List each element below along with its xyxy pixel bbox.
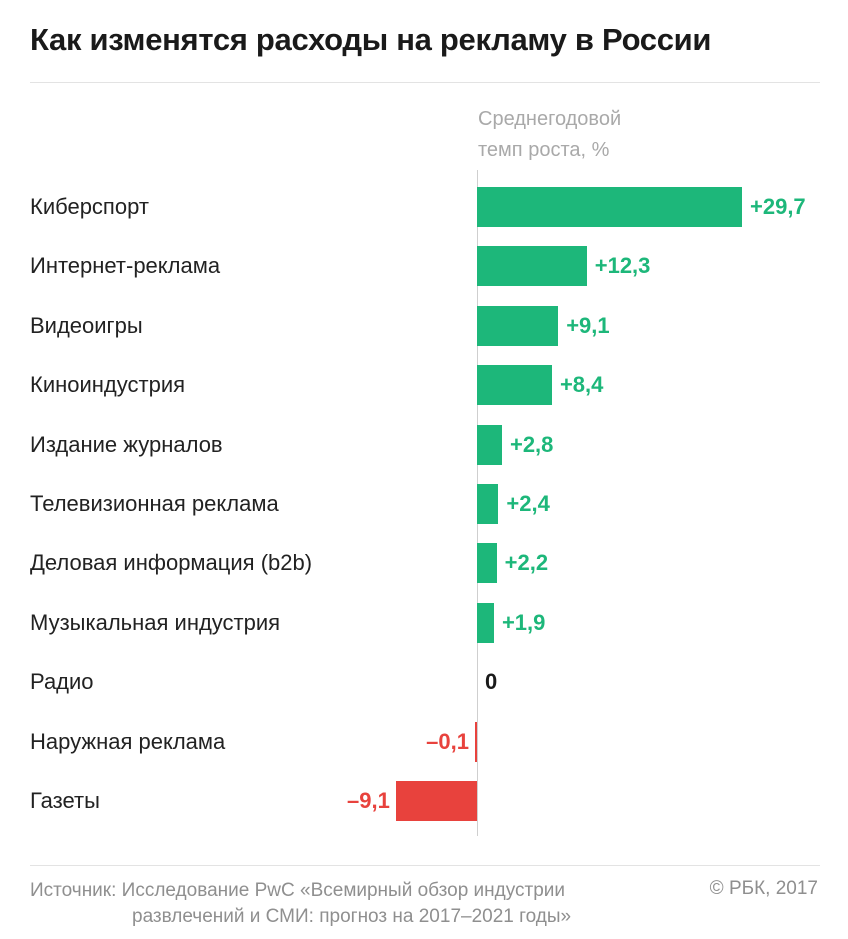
divider [30,865,820,866]
category-label: Деловая информация (b2b) [30,550,313,576]
category-label: Телевизионная реклама [30,491,279,516]
data-label: –0,1 [426,728,469,754]
bar [477,365,552,406]
data-label: +29,7 [750,194,806,219]
bar [475,721,477,762]
category-label: Радио [30,669,94,695]
source-note: Источник: Исследование PwC «Всемирный об… [30,878,571,930]
divider [30,82,820,83]
bar [395,781,477,821]
data-label: +2,4 [506,491,550,516]
category-label: Видеоигры [30,312,143,338]
data-label: +2,8 [509,431,554,457]
bar [477,424,502,465]
bar [477,246,587,287]
subtitle-line: темп роста, % [478,139,610,161]
category-label: Издание журналов [30,431,223,457]
source-line-2: развлечений и СМИ: прогноз на 2017–2021 … [132,906,572,927]
data-label: +8,4 [559,372,604,398]
data-label: –9,1 [346,788,390,813]
bar [477,602,494,643]
bar [477,305,559,346]
data-label: +2,2 [504,550,549,576]
data-label: +12,3 [594,253,651,279]
data-label: +9,1 [566,312,610,338]
data-label: 0 [485,669,498,695]
category-label: Киберспорт [30,194,149,219]
chart-title: Как изменятся расходы на рекламу в Росси… [30,22,712,57]
category-label: Киноиндустрия [30,372,186,398]
subtitle-line: Среднегодовой [478,108,622,130]
category-label: Интернет-реклама [30,253,221,279]
category-label: Наружная реклама [30,728,226,754]
category-label: Газеты [30,788,100,813]
copyright: © РБК, 2017 [709,878,818,899]
category-label: Музыкальная индустрия [30,609,281,635]
chart-subtitle: Среднегодовой темп роста, % [478,104,621,166]
source-line-1: Источник: Исследование PwC «Всемирный об… [30,880,566,901]
bar [477,187,742,227]
bar [477,484,499,524]
data-label: +1,9 [501,609,546,635]
bar [477,543,497,584]
